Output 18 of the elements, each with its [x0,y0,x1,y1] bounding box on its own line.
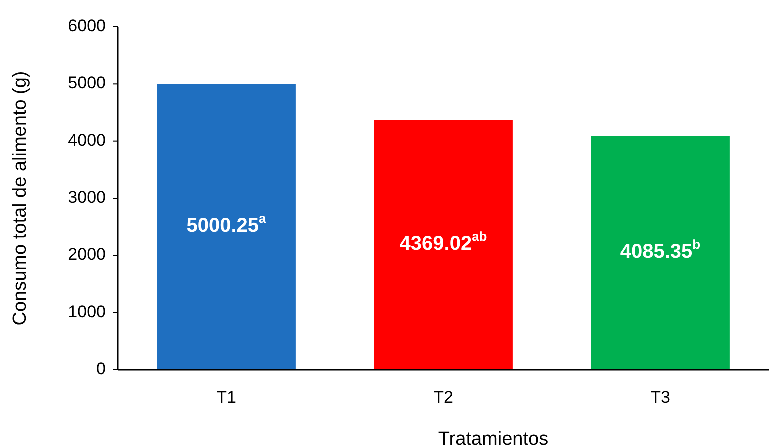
x-axis-title: Tratamientos [438,429,549,447]
bar [591,136,730,370]
bar [157,84,296,370]
y-tick-label: 3000 [68,188,106,207]
y-tick-label: 1000 [68,302,106,322]
y-axis-title: Consumo total de alimento (g) [10,71,31,326]
y-tick-label: 2000 [68,245,106,264]
x-tick-label: T1 [216,388,236,407]
bar [374,120,513,370]
data-label: 5000.25$^{a}$ [186,211,268,238]
y-tick-label: 5000 [68,74,106,93]
y-tick-label: 4000 [68,130,106,150]
data-label: 4085.35$^{b}$ [620,237,701,264]
x-tick-label: T3 [650,388,670,407]
y-tick-label: 6000 [68,16,106,36]
x-tick-label: T2 [434,388,454,407]
data-label: 4369.02$^{ab}$ [400,229,488,256]
y-tick-label: 0 [96,359,106,378]
